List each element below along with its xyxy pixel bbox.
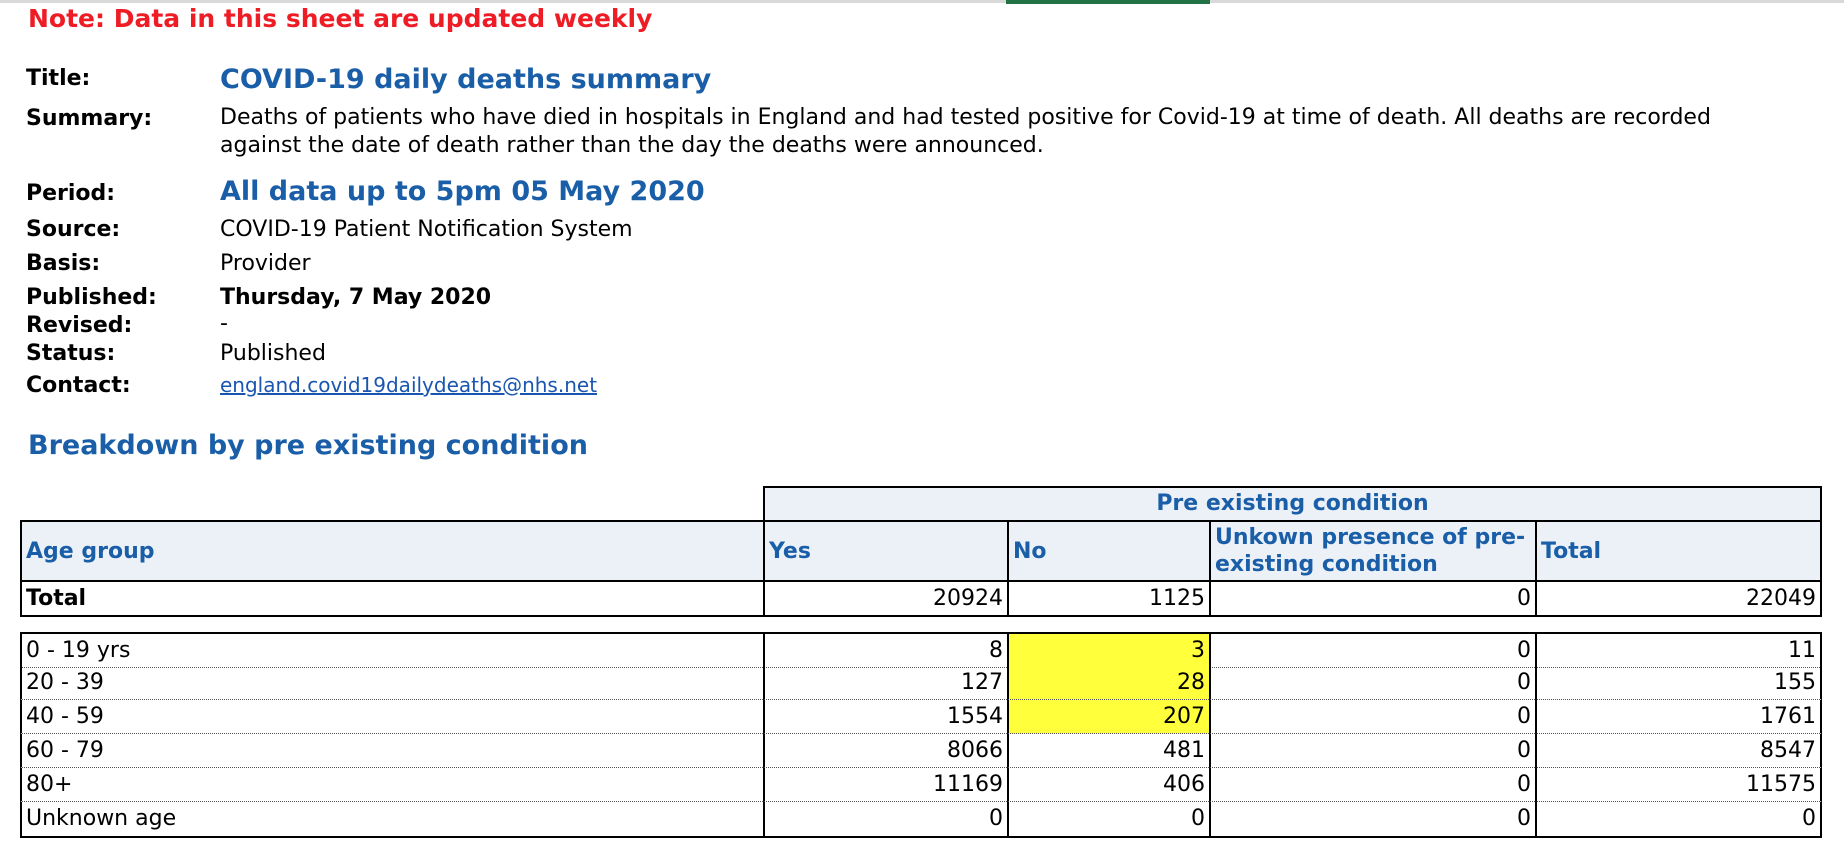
- table-cell-no: 481: [1007, 734, 1211, 768]
- total-row-label: Total: [20, 582, 765, 617]
- published-label: Published:: [26, 285, 157, 310]
- title-label: Title:: [26, 66, 91, 91]
- table-cell-unknown: 0: [1209, 666, 1537, 700]
- table-cell-total: 0: [1535, 802, 1822, 838]
- table-cell-total: 11: [1535, 632, 1822, 668]
- table-cell-age-group: 60 - 79: [20, 734, 765, 768]
- table-cell-unknown: 0: [1209, 734, 1537, 768]
- table-cell-unknown: 0: [1209, 700, 1537, 734]
- page-title: COVID-19 daily deaths summary: [220, 64, 712, 95]
- table-cell-unknown: 0: [1209, 802, 1537, 838]
- revised-value: -: [220, 311, 228, 336]
- status-label: Status:: [26, 341, 116, 366]
- table-cell-age-group: Unknown age: [20, 802, 765, 838]
- table-cell-age-group: 40 - 59: [20, 700, 765, 734]
- column-header-unknown-condition: Unkown presence of pre-existing conditio…: [1209, 520, 1537, 582]
- column-header-age-group: Age group: [20, 520, 765, 582]
- published-value: Thursday, 7 May 2020: [220, 285, 492, 310]
- basis-value: Provider: [220, 251, 311, 276]
- table-cell-yes: 11169: [763, 768, 1009, 802]
- period-value: All data up to 5pm 05 May 2020: [220, 176, 705, 207]
- table-cell-yes: 1554: [763, 700, 1009, 734]
- active-sheet-indicator[interactable]: [1006, 0, 1210, 4]
- table-cell-yes: 0: [763, 802, 1009, 838]
- summary-label: Summary:: [26, 106, 153, 131]
- table-cell-total: 11575: [1535, 768, 1822, 802]
- table-cell-yes: 8066: [763, 734, 1009, 768]
- column-header-yes: Yes: [763, 520, 1009, 582]
- total-row-yes: 20924: [763, 582, 1009, 617]
- total-row-unknown: 0: [1209, 582, 1537, 617]
- column-header-no: No: [1007, 520, 1211, 582]
- table-cell-yes: 127: [763, 666, 1009, 700]
- total-row-no: 1125: [1007, 582, 1211, 617]
- period-label: Period:: [26, 181, 116, 206]
- contact-email-link[interactable]: england.covid19dailydeaths@nhs.net: [220, 373, 598, 397]
- table-cell-unknown: 0: [1209, 632, 1537, 668]
- table-cell-no: 3: [1007, 632, 1211, 668]
- status-value: Published: [220, 341, 326, 366]
- column-header-total: Total: [1535, 520, 1822, 582]
- source-label: Source:: [26, 217, 121, 242]
- table-cell-no: 207: [1007, 700, 1211, 734]
- table-cell-no: 28: [1007, 666, 1211, 700]
- table-cell-total: 155: [1535, 666, 1822, 700]
- table-cell-no: 0: [1007, 802, 1211, 838]
- table-cell-age-group: 80+: [20, 768, 765, 802]
- summary-text: Deaths of patients who have died in hosp…: [220, 105, 1711, 158]
- contact-value: england.covid19dailydeaths@nhs.net: [220, 373, 597, 398]
- section-title: Breakdown by pre existing condition: [28, 430, 588, 461]
- update-note: Note: Data in this sheet are updated wee…: [28, 4, 653, 33]
- spreadsheet-top-strip: [0, 0, 1844, 4]
- revised-label: Revised:: [26, 313, 133, 338]
- total-row-total: 22049: [1535, 582, 1822, 617]
- source-value: COVID-19 Patient Notification System: [220, 217, 633, 242]
- table-cell-age-group: 0 - 19 yrs: [20, 632, 765, 668]
- basis-label: Basis:: [26, 251, 101, 276]
- table-cell-total: 1761: [1535, 700, 1822, 734]
- table-cell-age-group: 20 - 39: [20, 666, 765, 700]
- table-cell-total: 8547: [1535, 734, 1822, 768]
- table-cell-unknown: 0: [1209, 768, 1537, 802]
- contact-label: Contact:: [26, 373, 131, 398]
- table-cell-no: 406: [1007, 768, 1211, 802]
- table-cell-yes: 8: [763, 632, 1009, 668]
- pre-existing-condition-header: Pre existing condition: [763, 486, 1822, 522]
